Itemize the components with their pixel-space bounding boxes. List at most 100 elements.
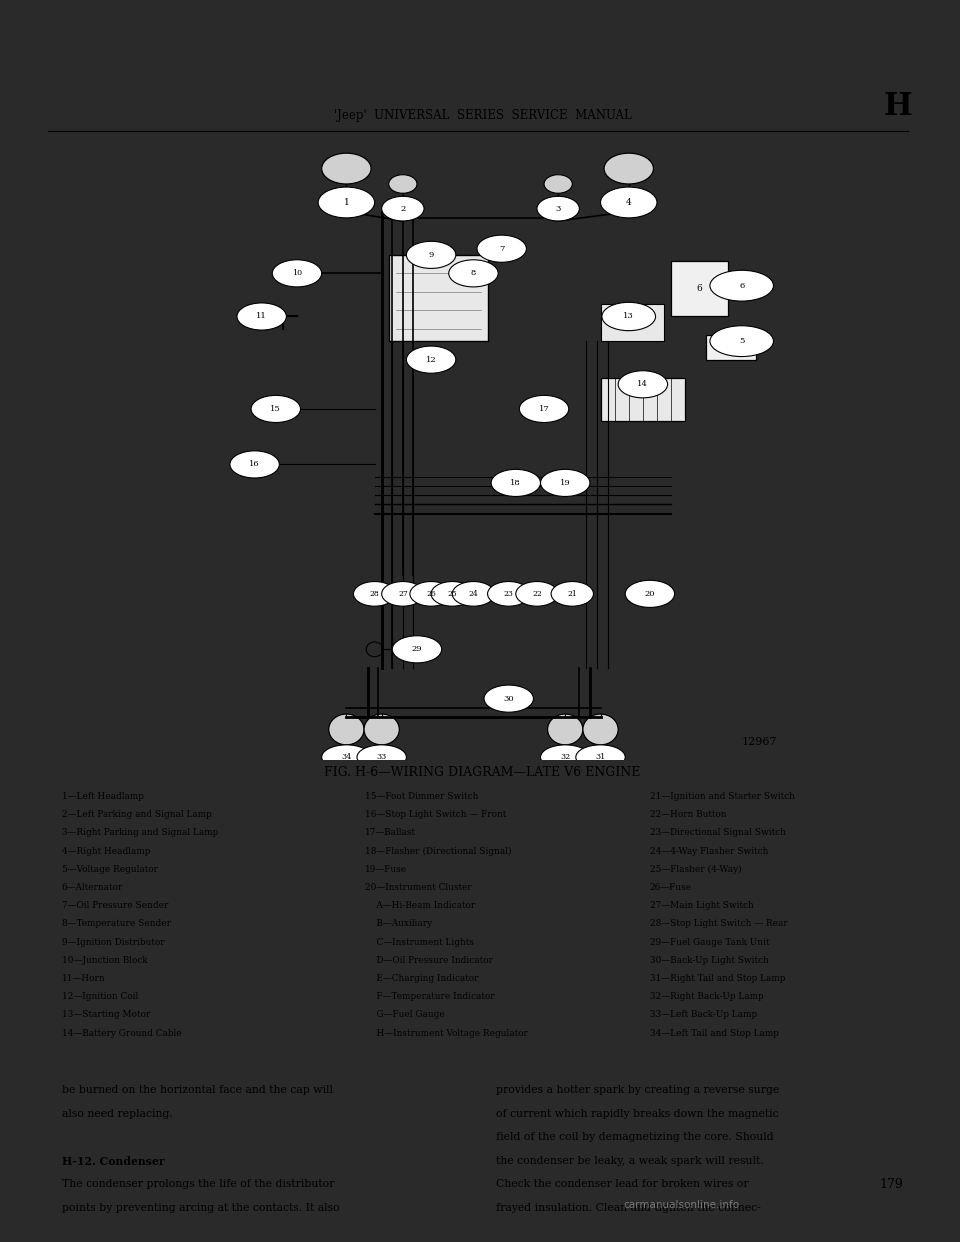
Ellipse shape [252, 395, 300, 422]
Ellipse shape [448, 260, 498, 287]
Text: A—Hi-Beam Indicator: A—Hi-Beam Indicator [365, 902, 475, 910]
Ellipse shape [710, 325, 774, 356]
Text: 14—Battery Ground Cable: 14—Battery Ground Cable [61, 1028, 181, 1037]
Text: 22—Horn Button: 22—Horn Button [650, 810, 727, 820]
Ellipse shape [537, 196, 579, 221]
FancyBboxPatch shape [601, 378, 685, 421]
Ellipse shape [322, 745, 372, 770]
Ellipse shape [410, 581, 452, 606]
Text: 2: 2 [400, 205, 405, 212]
Text: 24: 24 [468, 590, 478, 597]
Text: carmanualsonline.info: carmanualsonline.info [624, 1200, 739, 1210]
Text: 7—Oil Pressure Sender: 7—Oil Pressure Sender [61, 902, 168, 910]
Text: 26: 26 [426, 590, 436, 597]
Ellipse shape [229, 451, 279, 478]
Text: 27: 27 [398, 590, 408, 597]
Text: 179: 179 [879, 1179, 903, 1191]
Ellipse shape [273, 260, 322, 287]
Ellipse shape [710, 271, 774, 301]
Text: 31—Right Tail and Stop Lamp: 31—Right Tail and Stop Lamp [650, 974, 785, 982]
Text: 1: 1 [344, 197, 349, 207]
Ellipse shape [382, 196, 424, 221]
Text: 8: 8 [470, 270, 476, 277]
Text: 6: 6 [696, 284, 702, 293]
Text: be burned on the horizontal face and the cap will: be burned on the horizontal face and the… [61, 1086, 333, 1095]
Ellipse shape [353, 581, 396, 606]
Text: 20—Instrument Cluster: 20—Instrument Cluster [365, 883, 471, 892]
Text: 34: 34 [341, 753, 351, 761]
Text: 13—Starting Motor: 13—Starting Motor [61, 1010, 150, 1020]
Text: 1—Left Headlamp: 1—Left Headlamp [61, 792, 144, 801]
Text: 23: 23 [504, 590, 514, 597]
Ellipse shape [516, 581, 558, 606]
Text: 23—Directional Signal Switch: 23—Directional Signal Switch [650, 828, 786, 837]
Text: provides a hotter spark by creating a reverse surge: provides a hotter spark by creating a re… [496, 1086, 780, 1095]
Ellipse shape [322, 153, 372, 184]
Text: 20: 20 [645, 590, 655, 597]
Ellipse shape [406, 241, 456, 268]
Ellipse shape [484, 686, 534, 712]
Text: of current which rapidly breaks down the magnetic: of current which rapidly breaks down the… [496, 1109, 779, 1119]
Text: C—Instrument Lights: C—Instrument Lights [365, 938, 473, 946]
Ellipse shape [452, 581, 494, 606]
Text: 5: 5 [729, 343, 734, 351]
Ellipse shape [601, 188, 657, 217]
Circle shape [547, 714, 583, 745]
Ellipse shape [382, 581, 424, 606]
Text: 7: 7 [499, 245, 504, 252]
Text: D—Oil Pressure Indicator: D—Oil Pressure Indicator [365, 956, 492, 965]
Text: 18—Flasher (Directional Signal): 18—Flasher (Directional Signal) [365, 847, 512, 856]
Text: 4: 4 [626, 197, 632, 207]
Ellipse shape [488, 581, 530, 606]
Text: 21: 21 [567, 590, 577, 597]
Text: 17: 17 [539, 405, 549, 412]
Ellipse shape [625, 580, 675, 607]
Text: 12: 12 [426, 355, 437, 364]
Text: 28—Stop Light Switch — Rear: 28—Stop Light Switch — Rear [650, 919, 787, 928]
Text: also need replacing.: also need replacing. [61, 1109, 173, 1119]
Text: 17—Ballast: 17—Ballast [365, 828, 416, 837]
Text: 25: 25 [447, 590, 457, 597]
Text: H-12. Condenser: H-12. Condenser [61, 1156, 164, 1167]
Text: 29: 29 [412, 646, 422, 653]
Text: 19—Fuse: 19—Fuse [365, 864, 407, 874]
Text: 19: 19 [560, 479, 570, 487]
Text: 9: 9 [428, 251, 434, 258]
Text: 16—Stop Light Switch — Front: 16—Stop Light Switch — Front [365, 810, 506, 820]
Text: 16: 16 [250, 461, 260, 468]
Text: 11—Horn: 11—Horn [61, 974, 106, 982]
Text: G—Fuel Gauge: G—Fuel Gauge [365, 1010, 444, 1020]
Text: 'Jeep'  UNIVERSAL  SERIES  SERVICE  MANUAL: 'Jeep' UNIVERSAL SERIES SERVICE MANUAL [334, 108, 632, 122]
Text: 33—Left Back-Up Lamp: 33—Left Back-Up Lamp [650, 1010, 757, 1020]
Text: 18: 18 [511, 479, 521, 487]
Text: 21—Ignition and Starter Switch: 21—Ignition and Starter Switch [650, 792, 795, 801]
Text: 3—Right Parking and Signal Lamp: 3—Right Parking and Signal Lamp [61, 828, 218, 837]
Text: F—Temperature Indicator: F—Temperature Indicator [365, 992, 494, 1001]
Text: 24—4-Way Flasher Switch: 24—4-Way Flasher Switch [650, 847, 768, 856]
Ellipse shape [389, 175, 417, 194]
Text: 34—Left Tail and Stop Lamp: 34—Left Tail and Stop Lamp [650, 1028, 779, 1037]
Text: 12967: 12967 [742, 737, 778, 746]
Text: field of the coil by demagnetizing the core. Should: field of the coil by demagnetizing the c… [496, 1133, 774, 1143]
Text: The condenser prolongs the life of the distributor: The condenser prolongs the life of the d… [61, 1180, 334, 1190]
FancyBboxPatch shape [389, 255, 488, 342]
FancyBboxPatch shape [601, 304, 664, 342]
Ellipse shape [602, 302, 656, 330]
Text: points by preventing arcing at the contacts. It also: points by preventing arcing at the conta… [61, 1202, 339, 1213]
Ellipse shape [618, 370, 667, 397]
Text: 25—Flasher (4-Way): 25—Flasher (4-Way) [650, 864, 741, 874]
Text: 15: 15 [271, 405, 281, 412]
Text: 28: 28 [370, 590, 379, 597]
Text: 6—Alternator: 6—Alternator [61, 883, 123, 892]
Text: 11: 11 [256, 313, 267, 320]
Ellipse shape [540, 745, 590, 770]
Ellipse shape [544, 175, 572, 194]
Text: 27—Main Light Switch: 27—Main Light Switch [650, 902, 754, 910]
Text: 4—Right Headlamp: 4—Right Headlamp [61, 847, 150, 856]
Text: 5: 5 [739, 337, 744, 345]
Ellipse shape [318, 188, 374, 217]
Text: 9—Ignition Distributor: 9—Ignition Distributor [61, 938, 164, 946]
Circle shape [364, 714, 399, 745]
Text: 10—Junction Block: 10—Junction Block [61, 956, 147, 965]
Ellipse shape [551, 581, 593, 606]
